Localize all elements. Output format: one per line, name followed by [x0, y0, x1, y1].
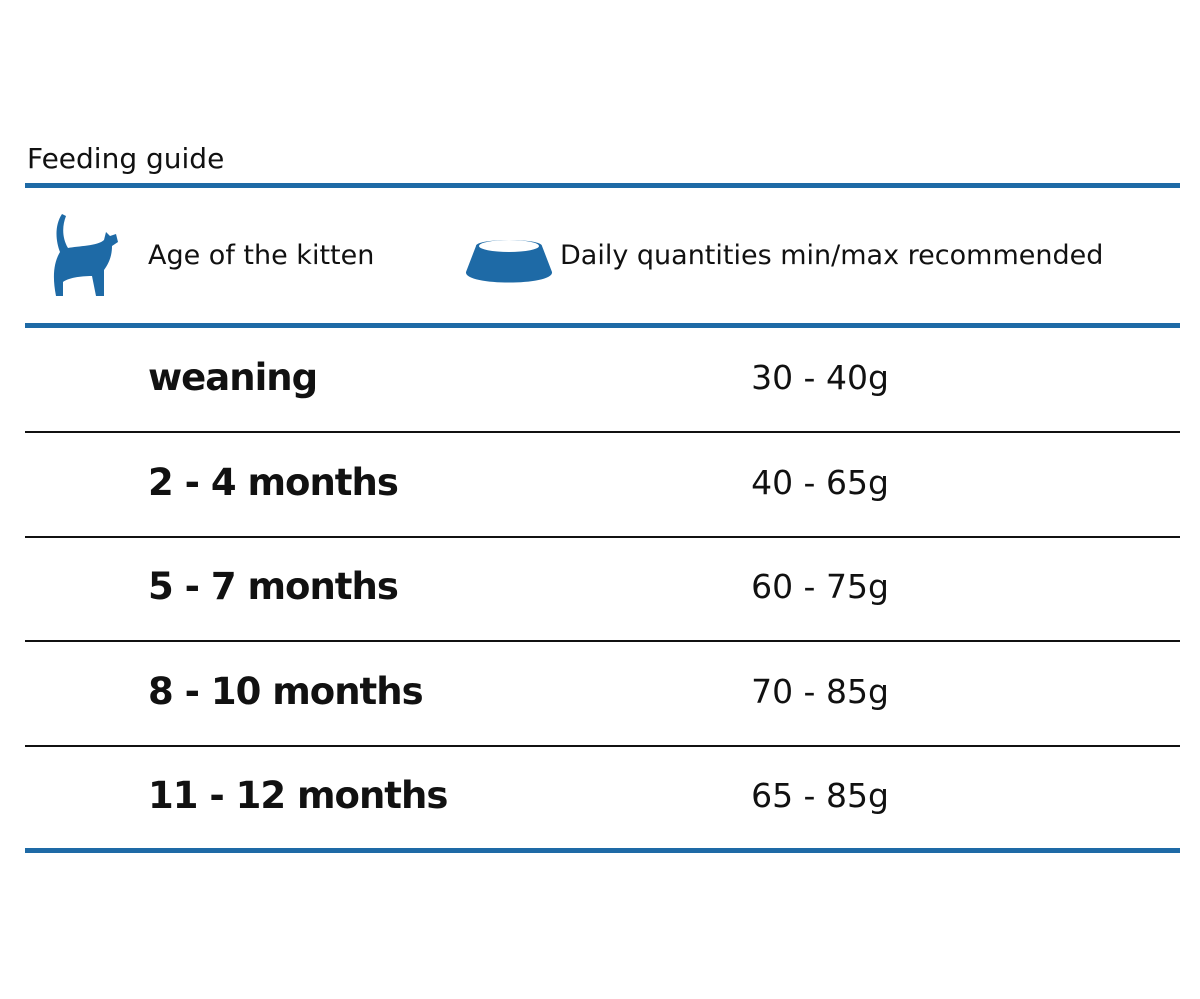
quantity-cell: 70 - 85g [751, 671, 889, 711]
age-cell: weaning [148, 356, 318, 399]
bowl-icon [465, 240, 553, 283]
row-divider [25, 640, 1180, 642]
row-divider [25, 744, 1180, 747]
quantity-cell: 30 - 40g [751, 358, 889, 397]
cat-icon [53, 214, 119, 296]
quantity-cell: 40 - 65g [751, 462, 889, 502]
row-divider [25, 535, 1180, 538]
row-divider [25, 431, 1180, 433]
quantity-cell: 65 - 85g [751, 776, 889, 815]
age-cell: 11 - 12 months [148, 774, 448, 817]
top-rule [25, 183, 1180, 188]
header-age: Age of the kitten [148, 240, 375, 271]
quantity-cell: 60 - 75g [751, 567, 889, 606]
page-title: Feeding guide [27, 142, 225, 175]
age-cell: 8 - 10 months [148, 669, 424, 713]
header-quantity: Daily quantities min/max recommended [560, 240, 1104, 271]
bottom-rule [25, 848, 1180, 853]
age-cell: 2 - 4 months [148, 460, 399, 504]
age-cell: 5 - 7 months [148, 565, 399, 608]
header-rule [25, 323, 1180, 328]
